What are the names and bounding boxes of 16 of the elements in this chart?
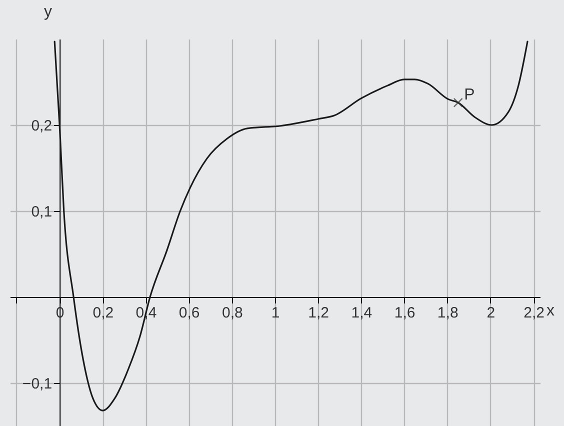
y-tick-label: −0,1 [22, 376, 52, 392]
x-tick-label: 0,8 [222, 304, 243, 322]
y-tick-label: 0,2 [31, 118, 52, 134]
x-tick-label: 0,2 [92, 304, 114, 322]
x-axis-title: x [546, 302, 554, 320]
annotation: P [464, 86, 475, 104]
x-tick-label: 1,8 [437, 304, 458, 322]
x-tick-label: 1,4 [351, 304, 372, 322]
x-tick-label: 2 [486, 304, 496, 322]
x-tick-label: 1,2 [308, 304, 330, 322]
x-tick-label: 1,6 [394, 304, 416, 322]
y-axis-title: y [44, 4, 52, 20]
x-tick-label: 1 [271, 304, 280, 322]
x-tick-label: 0,6 [178, 304, 200, 322]
y-tick-label: 0,1 [31, 204, 52, 220]
x-tick-label: 2,2 [524, 304, 544, 322]
